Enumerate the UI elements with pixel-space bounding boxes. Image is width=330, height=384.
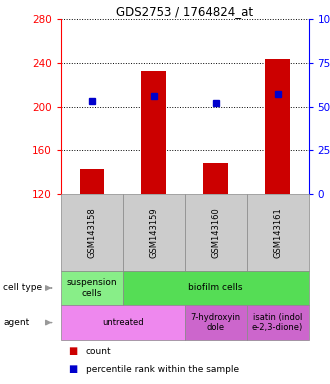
Text: agent: agent xyxy=(3,318,30,327)
Text: GSM143160: GSM143160 xyxy=(211,207,220,258)
Text: GSM143158: GSM143158 xyxy=(87,207,96,258)
Bar xyxy=(203,163,228,194)
Bar xyxy=(142,71,166,194)
Text: count: count xyxy=(86,347,112,356)
Text: 7-hydroxyin
dole: 7-hydroxyin dole xyxy=(191,313,241,332)
Text: ■: ■ xyxy=(68,346,77,356)
Text: untreated: untreated xyxy=(102,318,144,327)
Text: GSM143159: GSM143159 xyxy=(149,207,158,258)
Text: isatin (indol
e-2,3-dione): isatin (indol e-2,3-dione) xyxy=(252,313,303,332)
Bar xyxy=(265,58,290,194)
Title: GDS2753 / 1764824_at: GDS2753 / 1764824_at xyxy=(116,5,253,18)
Text: suspension
cells: suspension cells xyxy=(67,278,117,298)
Text: ■: ■ xyxy=(68,364,77,374)
Text: percentile rank within the sample: percentile rank within the sample xyxy=(86,365,239,374)
Text: cell type: cell type xyxy=(3,283,43,293)
Text: biofilm cells: biofilm cells xyxy=(188,283,243,293)
Bar xyxy=(80,169,104,194)
Text: GSM143161: GSM143161 xyxy=(273,207,282,258)
